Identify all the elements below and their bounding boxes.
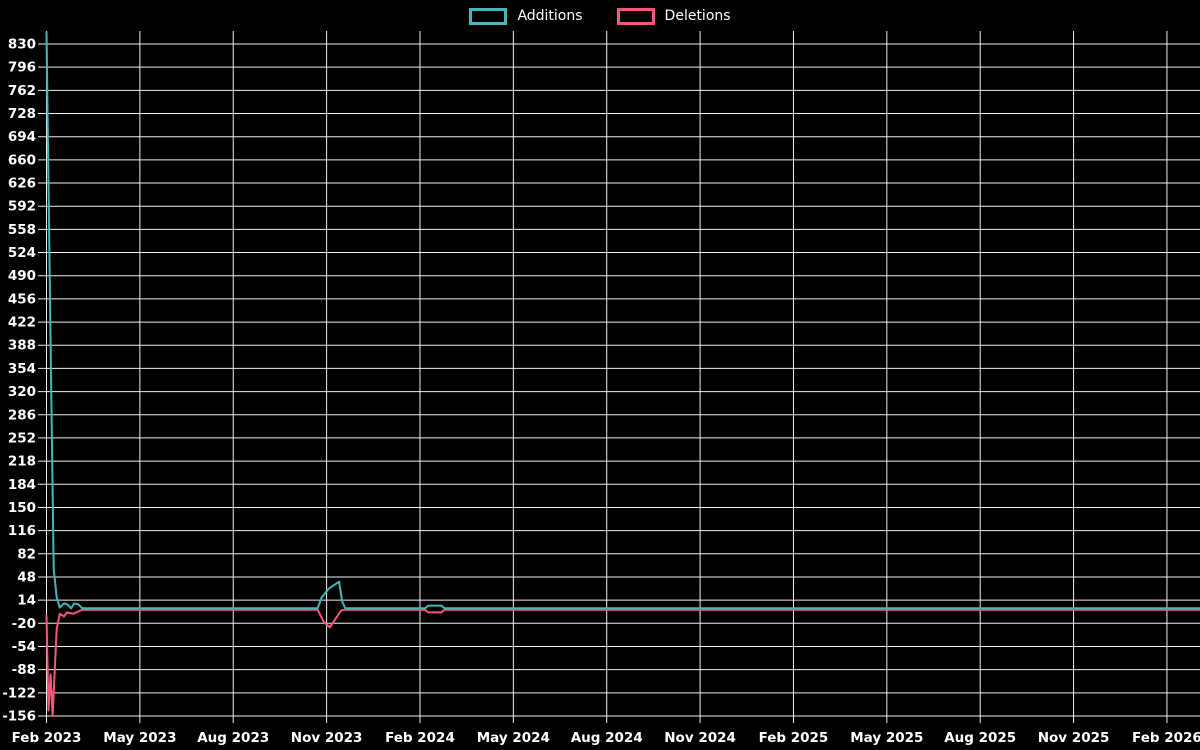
y-tick-label: 48 xyxy=(17,569,36,585)
y-tick-label: 320 xyxy=(8,384,36,400)
x-tick-label: Nov 2023 xyxy=(291,730,363,746)
x-tick-label: Aug 2025 xyxy=(944,730,1016,746)
y-tick-label: -20 xyxy=(12,616,36,632)
y-tick-label: -122 xyxy=(2,685,36,701)
y-tick-label: 218 xyxy=(8,454,36,470)
y-tick-label: 150 xyxy=(8,500,36,516)
legend-item-additions[interactable]: Additions xyxy=(469,8,583,25)
y-tick-label: 694 xyxy=(8,129,36,145)
y-tick-label: 558 xyxy=(8,222,36,238)
y-tick-label: 82 xyxy=(17,546,36,562)
y-tick-label: -88 xyxy=(12,662,36,678)
y-tick-label: -54 xyxy=(12,639,36,655)
y-tick-label: 660 xyxy=(8,152,36,168)
grid-lines xyxy=(38,31,1200,723)
x-tick-label: Feb 2025 xyxy=(759,730,829,746)
additions-swatch-icon xyxy=(469,8,508,25)
y-tick-label: 388 xyxy=(8,338,36,354)
chart-legend: Additions Deletions xyxy=(0,8,1200,25)
y-tick-label: 524 xyxy=(8,245,36,261)
x-tick-label: May 2023 xyxy=(103,730,176,746)
deletions-swatch-icon xyxy=(616,8,655,25)
legend-label-additions: Additions xyxy=(517,8,583,24)
y-tick-label: 762 xyxy=(8,83,36,99)
y-tick-label: 490 xyxy=(8,268,36,284)
y-tick-label: 116 xyxy=(8,523,36,539)
y-tick-label: 184 xyxy=(8,477,36,493)
y-tick-label: 354 xyxy=(8,361,36,377)
deletions-line xyxy=(45,608,1200,717)
axis-labels: 830 796 762 728 694 660 626 592 558 524 490 456 422 3… xyxy=(2,37,1200,747)
y-tick-label: 830 xyxy=(8,37,36,53)
x-tick-label: Nov 2024 xyxy=(664,730,736,746)
y-tick-label: 286 xyxy=(8,407,36,423)
y-tick-label: 728 xyxy=(8,106,36,122)
x-tick-label: May 2025 xyxy=(850,730,923,746)
legend-item-deletions[interactable]: Deletions xyxy=(616,8,731,25)
y-tick-label: -156 xyxy=(2,709,36,725)
y-tick-label: 626 xyxy=(8,176,36,192)
y-tick-label: 252 xyxy=(8,430,36,446)
x-tick-label: Feb 2026 xyxy=(1132,730,1200,746)
x-tick-label: May 2024 xyxy=(477,730,550,746)
additions-line xyxy=(45,31,1200,610)
legend-label-deletions: Deletions xyxy=(664,8,731,24)
y-tick-label: 796 xyxy=(8,60,36,76)
x-tick-label: Feb 2024 xyxy=(385,730,455,746)
x-tick-label: Feb 2023 xyxy=(12,730,82,746)
y-tick-label: 422 xyxy=(8,315,36,331)
x-tick-label: Aug 2023 xyxy=(197,730,269,746)
x-tick-label: Nov 2025 xyxy=(1038,730,1110,746)
y-tick-label: 14 xyxy=(17,593,36,609)
y-tick-label: 456 xyxy=(8,291,36,307)
y-tick-label: 592 xyxy=(8,199,36,215)
x-tick-label: Aug 2024 xyxy=(571,730,643,746)
